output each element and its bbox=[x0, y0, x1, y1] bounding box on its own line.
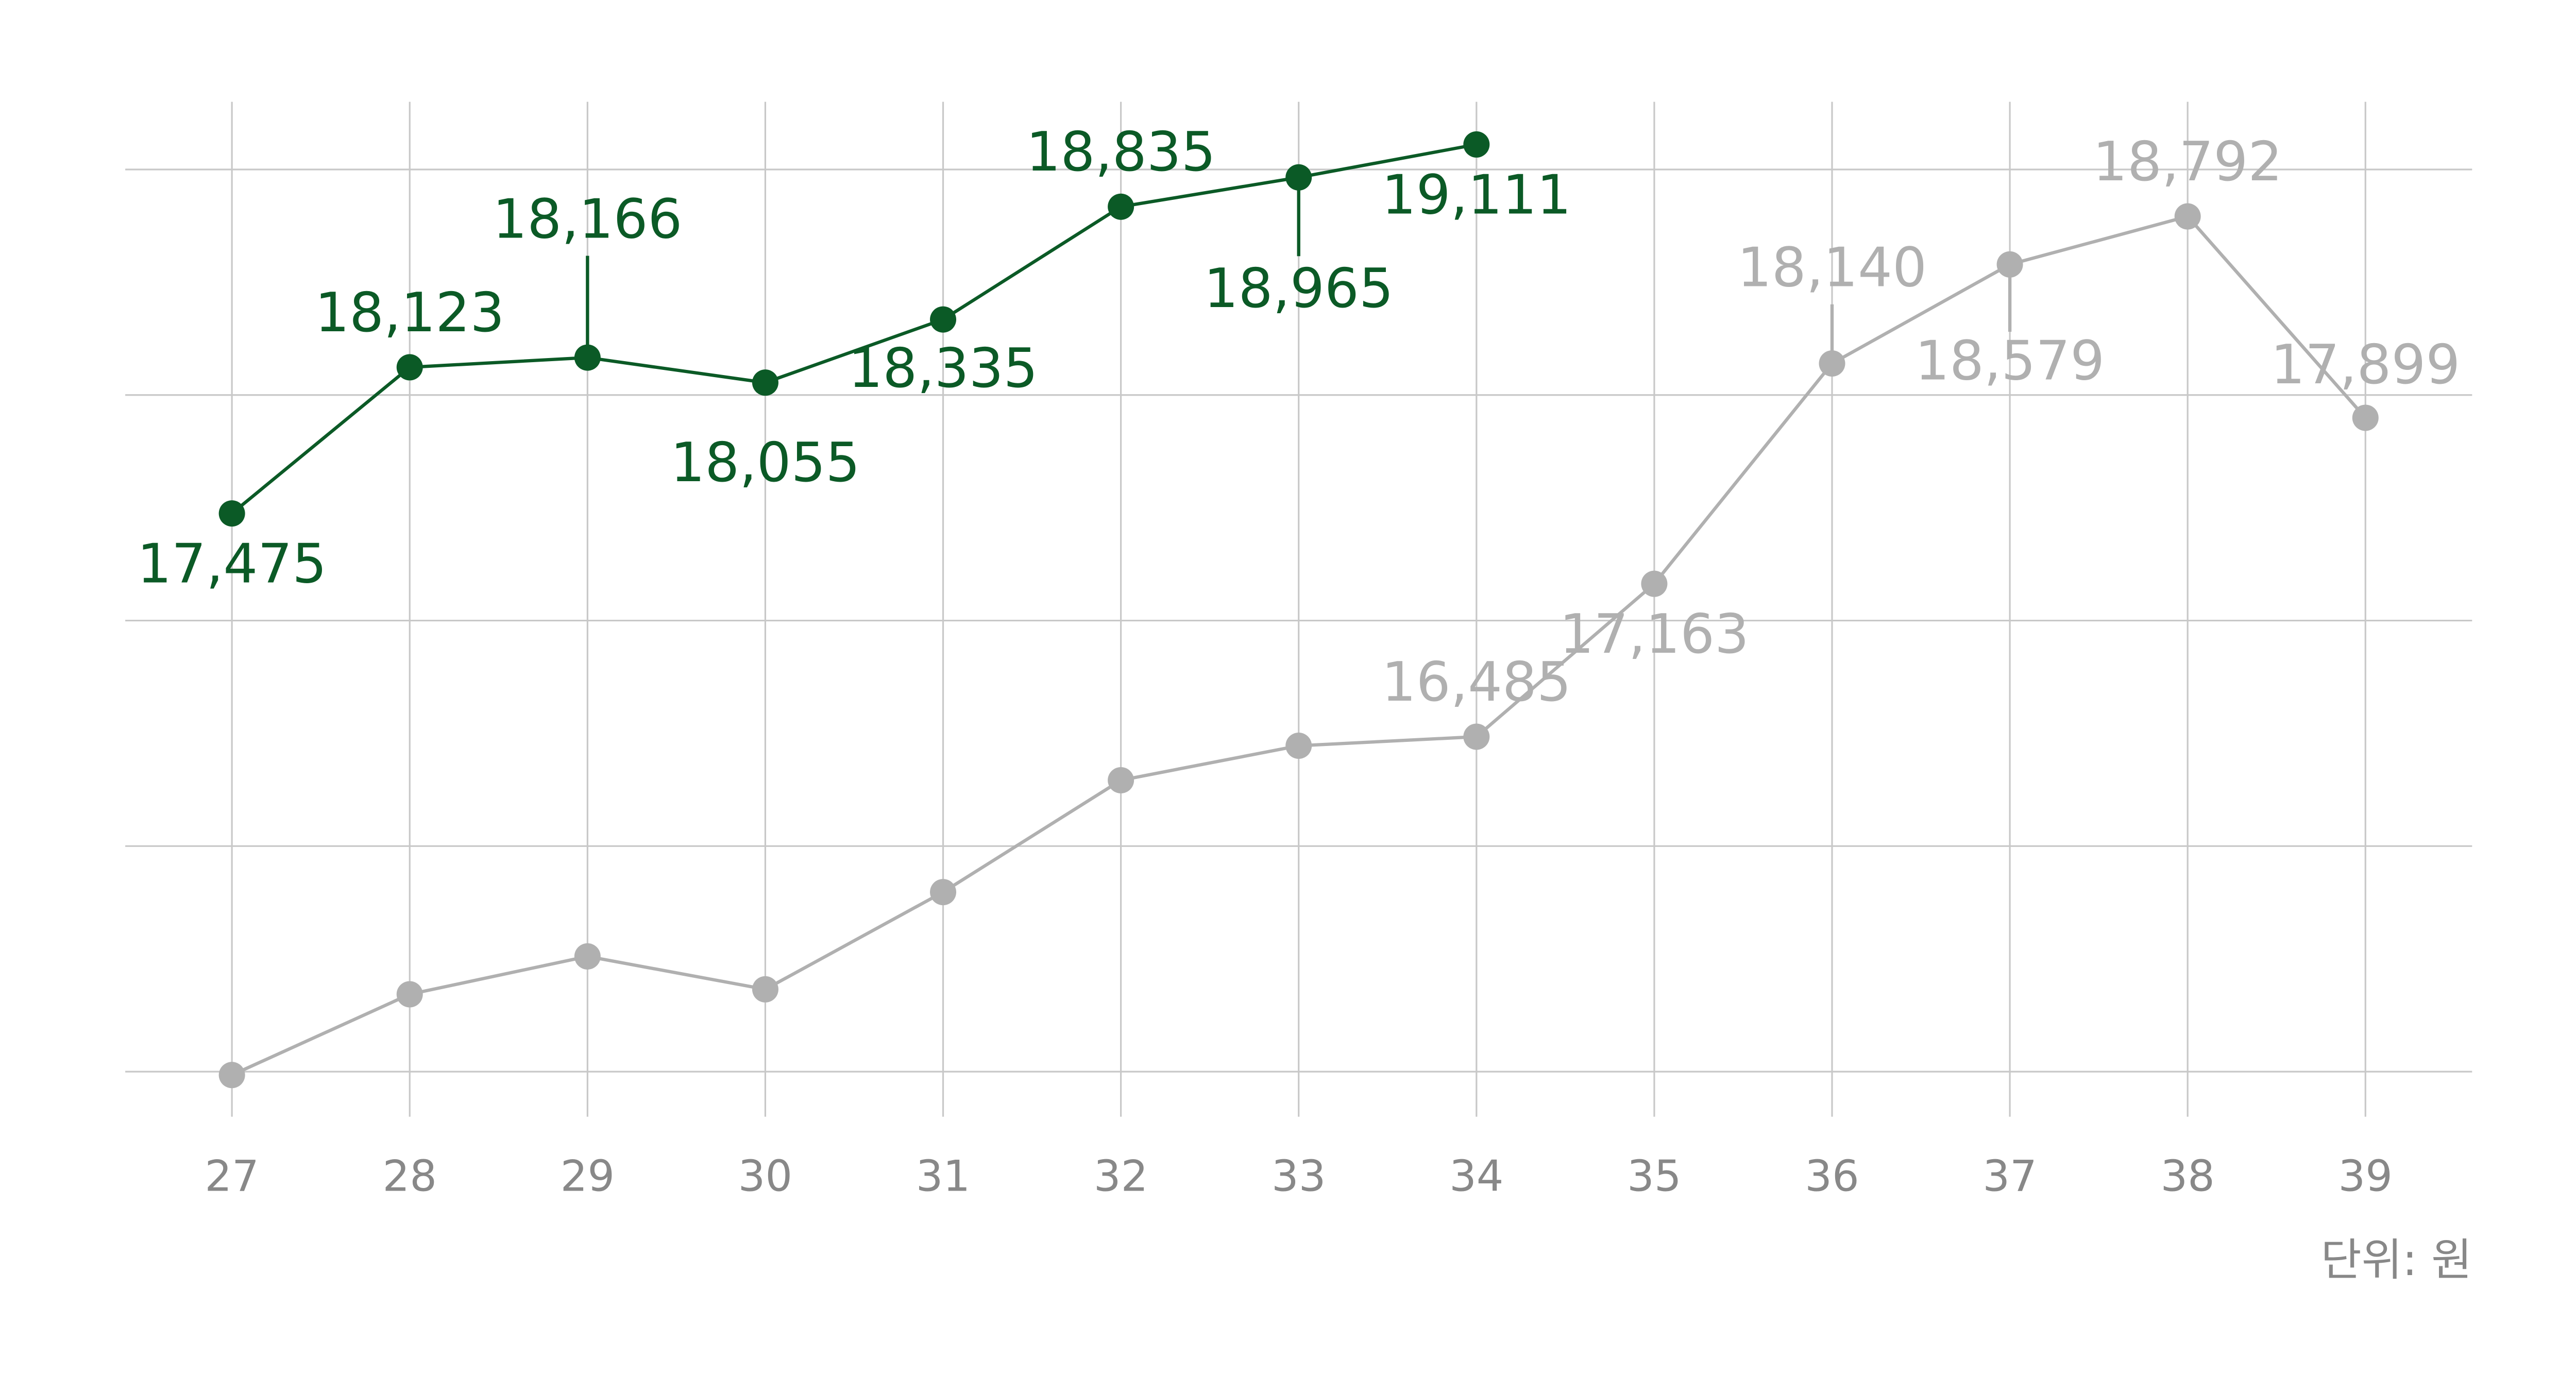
data-label: 17,899 bbox=[2270, 333, 2460, 396]
data-point bbox=[930, 306, 957, 333]
x-tick-label: 35 bbox=[1627, 1151, 1681, 1201]
data-label: 16,485 bbox=[1382, 650, 1571, 714]
data-point bbox=[930, 879, 957, 906]
data-point bbox=[574, 943, 601, 970]
data-point bbox=[396, 354, 423, 381]
data-label: 18,140 bbox=[1737, 236, 1927, 299]
x-tick-label: 28 bbox=[383, 1151, 437, 1201]
data-point bbox=[1996, 251, 2023, 278]
data-point bbox=[1285, 164, 1312, 191]
data-label: 18,579 bbox=[1915, 329, 2105, 393]
data-point bbox=[1285, 733, 1312, 759]
unit-note: 단위: 원 bbox=[2321, 1234, 2472, 1286]
data-point bbox=[1463, 131, 1490, 158]
data-label: 18,166 bbox=[493, 187, 682, 250]
data-label: 17,163 bbox=[1560, 602, 1749, 666]
x-tick-label: 31 bbox=[916, 1151, 970, 1201]
data-label: 19,111 bbox=[1382, 163, 1571, 226]
data-point bbox=[218, 500, 245, 527]
data-point bbox=[218, 1062, 245, 1089]
x-tick-label: 38 bbox=[2160, 1151, 2214, 1201]
x-tick-label: 34 bbox=[1449, 1151, 1503, 1201]
x-tick-label: 36 bbox=[1805, 1151, 1859, 1201]
x-tick-label: 37 bbox=[1982, 1151, 2037, 1201]
x-tick-label: 33 bbox=[1272, 1151, 1326, 1201]
data-label: 18,792 bbox=[2093, 130, 2282, 193]
data-label: 18,335 bbox=[848, 336, 1038, 400]
x-tick-label: 32 bbox=[1094, 1151, 1148, 1201]
data-point bbox=[1463, 723, 1490, 750]
data-label: 18,835 bbox=[1026, 120, 1216, 183]
data-point bbox=[1819, 350, 1845, 377]
data-label: 18,965 bbox=[1204, 257, 1394, 320]
x-tick-label: 30 bbox=[738, 1151, 792, 1201]
data-point bbox=[396, 981, 423, 1008]
x-tick-label: 29 bbox=[561, 1151, 615, 1201]
data-point bbox=[752, 976, 778, 1003]
data-label: 18,123 bbox=[315, 281, 504, 344]
data-label: 18,055 bbox=[670, 431, 860, 494]
x-tick-label: 39 bbox=[2338, 1151, 2393, 1201]
x-tick-label: 27 bbox=[205, 1151, 259, 1201]
data-point bbox=[1641, 570, 1668, 597]
data-point bbox=[1108, 193, 1134, 220]
data-point bbox=[752, 369, 778, 396]
series-line bbox=[231, 143, 1477, 515]
data-point bbox=[2174, 203, 2201, 230]
data-point bbox=[574, 344, 601, 371]
data-point bbox=[2352, 404, 2379, 431]
data-label: 17,475 bbox=[137, 532, 327, 596]
data-point bbox=[1108, 767, 1134, 793]
